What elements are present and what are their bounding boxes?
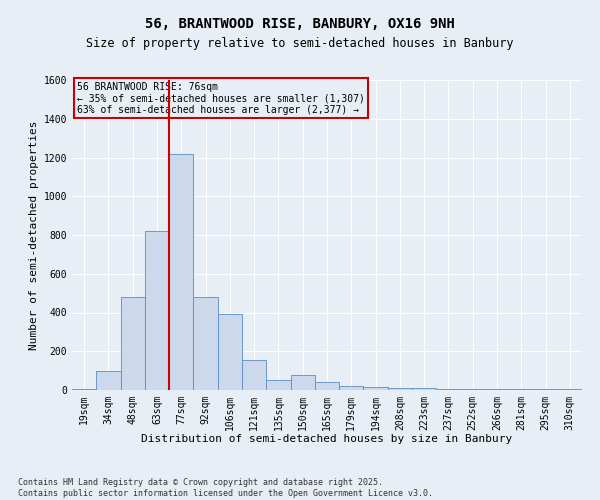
Bar [242,360,266,390]
Text: Size of property relative to semi-detached houses in Banbury: Size of property relative to semi-detach… [86,38,514,51]
Text: 56, BRANTWOOD RISE, BANBURY, OX16 9NH: 56, BRANTWOOD RISE, BANBURY, OX16 9NH [145,18,455,32]
Bar [388,388,412,390]
Y-axis label: Number of semi-detached properties: Number of semi-detached properties [29,120,40,350]
Bar [218,314,242,390]
Bar [72,389,96,390]
Text: 56 BRANTWOOD RISE: 76sqm
← 35% of semi-detached houses are smaller (1,307)
63% o: 56 BRANTWOOD RISE: 76sqm ← 35% of semi-d… [77,82,365,115]
Bar [121,297,145,390]
Bar [461,389,485,390]
X-axis label: Distribution of semi-detached houses by size in Banbury: Distribution of semi-detached houses by … [142,434,512,444]
Bar [193,297,218,390]
Bar [364,387,388,390]
Bar [145,231,169,390]
Bar [290,374,315,390]
Bar [96,370,121,390]
Bar [266,380,290,390]
Bar [169,154,193,390]
Bar [436,389,461,390]
Bar [412,388,436,390]
Bar [339,386,364,390]
Text: Contains HM Land Registry data © Crown copyright and database right 2025.
Contai: Contains HM Land Registry data © Crown c… [18,478,433,498]
Bar [315,382,339,390]
